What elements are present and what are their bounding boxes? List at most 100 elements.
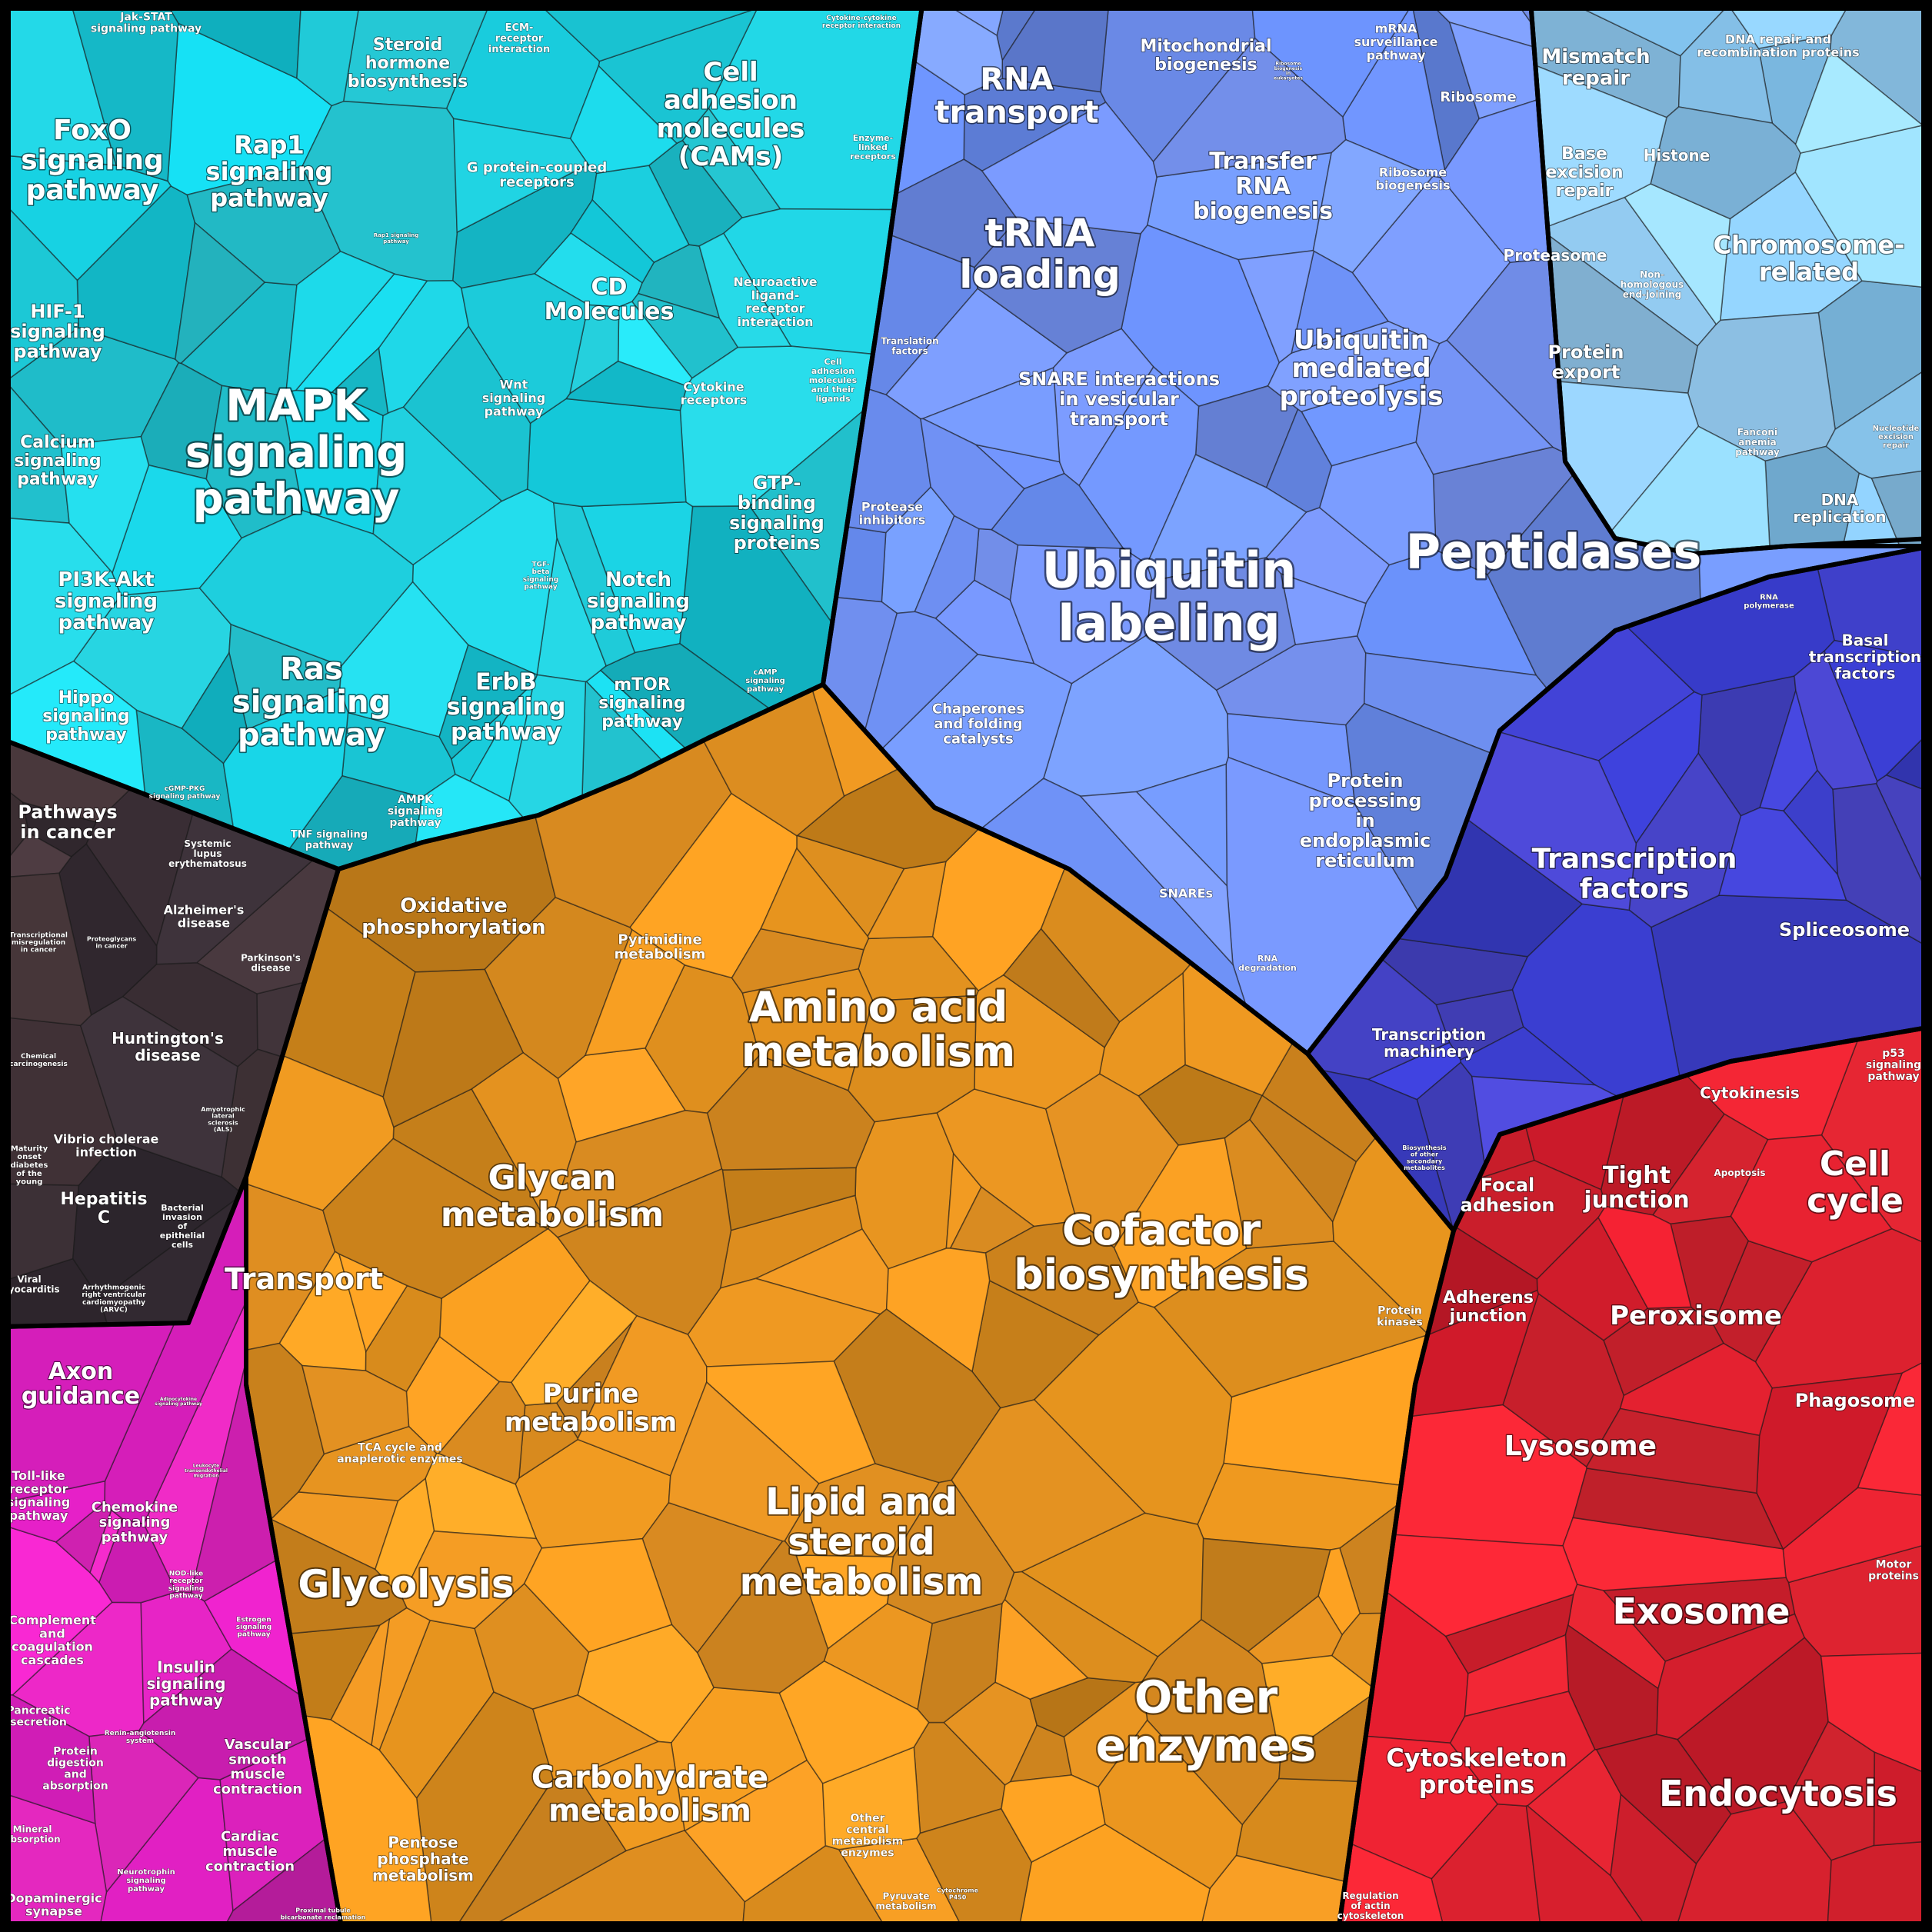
pathway-label: Oxidative phosphorylation xyxy=(361,894,545,938)
protein-cell xyxy=(591,165,690,264)
pathway-label: Pathways in cancer xyxy=(18,801,117,843)
protein-cell xyxy=(0,872,92,1027)
protein-cell xyxy=(460,273,589,425)
pathway-label: RNA polymerase xyxy=(1744,594,1794,611)
protein-cell xyxy=(452,118,589,234)
protein-cell xyxy=(1873,1751,1932,1847)
pathway-label: Ribosome xyxy=(1440,89,1516,105)
pathway-label: Cytokinesis xyxy=(1700,1084,1800,1102)
protein-cell xyxy=(848,994,978,1123)
protein-cell xyxy=(205,385,304,539)
protein-cell xyxy=(181,651,248,764)
pathway-label: Protease inhibitors xyxy=(859,499,926,527)
protein-cell xyxy=(698,232,792,348)
pathway-label: Peptidases xyxy=(1406,524,1702,580)
pathway-label: Pentose phosphate metabolism xyxy=(372,1833,474,1884)
protein-cell xyxy=(402,325,531,502)
protein-cell xyxy=(1820,1652,1932,1777)
pathway-label: Spliceosome xyxy=(1779,919,1910,941)
pathway-label: Basal transcription factors xyxy=(1809,631,1921,682)
pathway-label: cGMP-PKG signaling pathway xyxy=(149,785,221,801)
protein-cell xyxy=(1145,557,1296,691)
pathway-label: Cardiac muscle contraction xyxy=(205,1829,295,1875)
protein-cell xyxy=(1832,783,1932,950)
pathway-label: Mineral absorption xyxy=(4,1824,60,1844)
pathway-label: Protein kinases xyxy=(1377,1304,1423,1328)
pathway-label: ErbB signaling pathway xyxy=(447,668,566,745)
pathway-label: Lipid and steroid metabolism xyxy=(740,1481,984,1604)
protein-cell xyxy=(1237,249,1315,364)
pathway-label: Protein export xyxy=(1548,341,1624,383)
protein-cell xyxy=(285,250,395,393)
region-transcription xyxy=(1306,545,1932,1232)
pathway-label: Chaperones and folding catalysts xyxy=(932,701,1024,748)
protein-cell xyxy=(322,1138,549,1299)
protein-cell xyxy=(1152,37,1347,178)
protein-cell xyxy=(1595,1734,1732,1865)
pathway-label: Calcium signaling pathway xyxy=(14,433,101,489)
pathway-label: Adherens junction xyxy=(1443,1288,1534,1326)
protein-cell xyxy=(570,198,655,284)
pathway-label: Glycan metabolism xyxy=(441,1158,664,1234)
protein-cell xyxy=(705,1361,876,1484)
protein-cell xyxy=(331,346,389,417)
protein-cell xyxy=(296,0,361,107)
protein-cell xyxy=(0,660,146,796)
pathway-label: mTOR signaling pathway xyxy=(598,675,685,731)
protein-cell xyxy=(1251,0,1415,118)
pathway-label: Other enzymes xyxy=(1096,1671,1317,1772)
protein-cell xyxy=(1597,1205,1692,1309)
pathway-label: FoxO signaling pathway xyxy=(21,115,164,206)
pathway-label: Ribosome biogenesis xyxy=(1375,165,1450,192)
pathway-label: RNA degradation xyxy=(1238,954,1297,973)
protein-cell xyxy=(0,1694,96,1824)
pathway-label: Protein digestion and absorption xyxy=(42,1745,108,1792)
protein-cell xyxy=(1415,339,1554,475)
pathway-label: Amino acid metabolism xyxy=(741,982,1015,1075)
pathway-label: Pyruvate metabolism xyxy=(875,1890,936,1911)
pathway-label: Base excision repair xyxy=(1545,145,1623,201)
pathway-label: Insulin signaling pathway xyxy=(146,1657,225,1709)
region-border-cellular xyxy=(1336,1024,1932,1932)
pathway-label: ECM-receptor interaction xyxy=(488,22,551,55)
pathway-label: Toll-like receptor signaling pathway xyxy=(7,1468,70,1523)
pathway-label: SNAREs xyxy=(1159,886,1213,901)
pathway-label: Alzheimer's disease xyxy=(164,902,245,930)
protein-cell xyxy=(198,509,414,667)
pathway-label: Adipocytokine signaling pathway xyxy=(155,1396,202,1406)
pathway-label: Proteoglycans in cancer xyxy=(87,935,137,949)
pathway-label: Hippo signaling pathway xyxy=(42,688,129,744)
protein-cell xyxy=(951,1399,1146,1574)
protein-cell xyxy=(760,847,870,951)
pathway-label: Proteasome xyxy=(1504,246,1607,265)
pathway-label: TCA cycle and anaplerotic enzymes xyxy=(337,1441,463,1465)
pathway-label: Complement and coagulation cascades xyxy=(8,1613,96,1667)
pathway-label: Carbohydrate metabolism xyxy=(531,1760,768,1828)
region-signaling xyxy=(0,0,924,870)
region-border-dna-repair xyxy=(1528,0,1932,556)
pathway-label: Hepatitis C xyxy=(60,1190,147,1227)
pathway-label: Arrhythmogenic right ventricular cardiomyo… xyxy=(82,1284,146,1314)
pathway-label: cAMP signaling pathway xyxy=(745,668,785,694)
pathway-label: Focal adhesion xyxy=(1461,1174,1555,1216)
pathway-label: Leukocyte transendothelial migration xyxy=(185,1463,228,1478)
pathway-label: Phagosome xyxy=(1795,1390,1916,1411)
pathway-label: Rap1 signaling pathway xyxy=(206,130,333,212)
pathway-label: Bacterial invasion of epithelial cells xyxy=(160,1203,205,1250)
pathway-label: Cytoskeleton proteins xyxy=(1386,1744,1567,1800)
protein-cell xyxy=(920,418,1025,531)
region-organismal xyxy=(0,1176,343,1932)
protein-cell xyxy=(438,1381,526,1485)
pathway-label: Transcription factors xyxy=(1532,844,1737,905)
pathway-label: Transcriptional misregulation in cancer xyxy=(9,931,68,954)
protein-cell xyxy=(1610,1793,1697,1932)
pathway-label: Cell cycle xyxy=(1807,1144,1904,1221)
region-cellular xyxy=(1337,1026,1932,1932)
region-genetic-info xyxy=(822,0,1932,1055)
pathway-label: Ras signaling pathway xyxy=(232,651,391,753)
pathway-label: Jak-STAT signaling pathway xyxy=(91,11,202,35)
pathway-label: Notch signaling pathway xyxy=(587,568,690,634)
